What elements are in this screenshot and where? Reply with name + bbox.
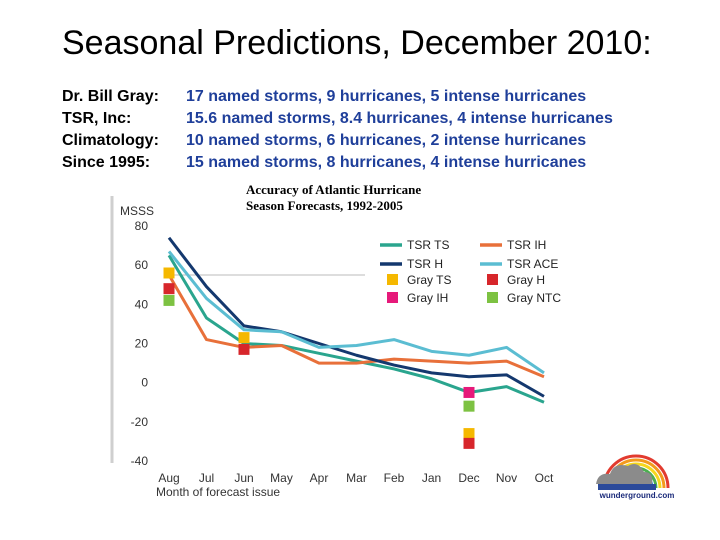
x-tick-label: Jun	[234, 471, 253, 485]
legend-swatch	[387, 292, 398, 303]
wunderground-logo: wunderground.com	[596, 454, 675, 500]
y-tick-label: 40	[135, 297, 149, 311]
prediction-text: 15.6 named storms, 8.4 hurricanes, 4 int…	[186, 110, 613, 127]
x-tick-label: Oct	[535, 471, 554, 485]
marker-gray-ih	[463, 386, 475, 398]
prediction-row-tsr: TSR, Inc: 15.6 named storms, 8.4 hurrican…	[62, 110, 613, 128]
marker-gray-h	[163, 283, 175, 295]
marker-gray-ts	[238, 332, 250, 344]
prediction-row-since-1995: Since 1995: 15 named storms, 8 hurricanes…	[62, 154, 586, 172]
x-tick-label: Jan	[422, 471, 441, 485]
y-tick-label: -40	[131, 454, 149, 468]
legend-label: TSR ACE	[507, 257, 558, 271]
logo-text: wunderground.com	[599, 491, 675, 500]
prediction-text: 15 named storms, 8 hurricanes, 4 intense…	[186, 154, 587, 171]
prediction-label: TSR, Inc:	[62, 110, 132, 127]
marker-gray-ts	[163, 267, 175, 279]
legend-label: Gray H	[507, 273, 545, 287]
y-tick-label: -20	[131, 415, 149, 429]
chart-title-line1: Accuracy of Atlantic Hurricane	[246, 182, 421, 197]
prediction-label: Dr. Bill Gray:	[62, 88, 159, 105]
x-tick-label: May	[270, 471, 293, 485]
legend-label: TSR H	[407, 257, 443, 271]
series-line-tsr-h	[167, 236, 545, 398]
marker-gray-h	[463, 437, 475, 449]
legend-swatch	[487, 274, 498, 285]
x-tick-label: Apr	[310, 471, 329, 485]
y-axis-label: MSSS	[120, 204, 154, 218]
y-tick-label: 20	[135, 337, 149, 351]
x-axis-label: Month of forecast issue	[156, 485, 280, 499]
prediction-text: 17 named storms, 9 hurricanes, 5 intense…	[186, 88, 587, 105]
y-tick-label: 80	[135, 219, 149, 233]
legend-swatch	[487, 292, 498, 303]
prediction-label: Climatology:	[62, 132, 159, 149]
x-tick-label: Dec	[458, 471, 479, 485]
marker-gray-ntc	[463, 400, 475, 412]
prediction-row-climatology: Climatology: 10 named storms, 6 hurricane…	[62, 132, 586, 150]
marker-gray-ts	[463, 428, 475, 440]
slide-title: Seasonal Predictions, December 2010:	[62, 24, 652, 62]
legend-label: Gray TS	[407, 273, 451, 287]
marker-gray-ntc	[163, 294, 175, 306]
x-tick-label: Feb	[384, 471, 405, 485]
series-line-tsr-ts	[167, 254, 545, 404]
x-tick-label: Jul	[199, 471, 214, 485]
x-tick-label: Aug	[158, 471, 179, 485]
prediction-row-gray: Dr. Bill Gray: 17 named storms, 9 hurrica…	[62, 88, 586, 106]
prediction-text: 10 named storms, 6 hurricanes, 2 intense…	[186, 132, 587, 149]
legend-swatch	[387, 274, 398, 285]
series-line-tsr-ace	[167, 250, 545, 375]
legend-label: TSR IH	[507, 238, 546, 252]
marker-gray-h	[238, 343, 250, 355]
y-tick-label: 0	[141, 376, 148, 390]
legend-label: TSR TS	[407, 238, 449, 252]
y-tick-label: 60	[135, 258, 149, 272]
legend-label: Gray NTC	[507, 291, 561, 305]
prediction-label: Since 1995:	[62, 154, 151, 171]
legend-label: Gray IH	[407, 291, 448, 305]
accuracy-chart: Accuracy of Atlantic Hurricane Season Fo…	[110, 182, 561, 499]
x-tick-label: Mar	[346, 471, 367, 485]
x-tick-label: Nov	[496, 471, 517, 485]
chart-title-line2: Season Forecasts, 1992-2005	[246, 198, 403, 213]
series-line-tsr-ih	[167, 274, 545, 379]
